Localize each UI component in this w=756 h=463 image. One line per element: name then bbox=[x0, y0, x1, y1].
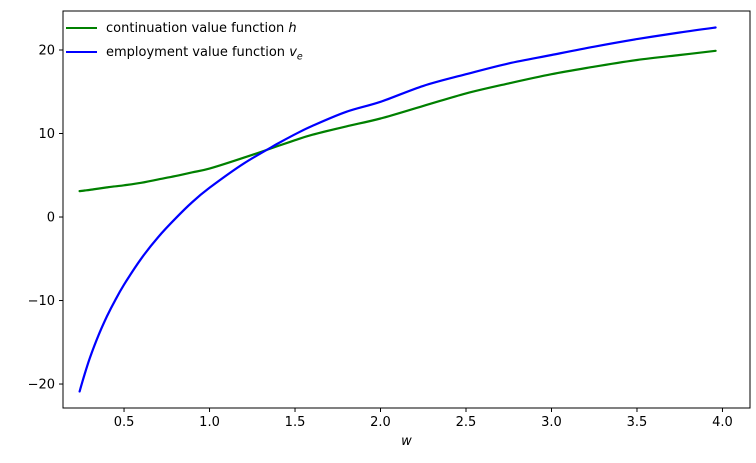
x-tick-label: 2.5 bbox=[456, 415, 477, 430]
legend-math-h: h bbox=[288, 20, 297, 36]
curve-employment-value-ve bbox=[78, 26, 717, 393]
x-tick-label: 3.5 bbox=[627, 415, 648, 430]
y-tick-label: −10 bbox=[28, 294, 55, 309]
legend-item-h: continuation value function h bbox=[66, 16, 303, 40]
x-tick-label: 1.5 bbox=[285, 415, 306, 430]
x-tick-label: 0.5 bbox=[114, 415, 135, 430]
legend-item-ve: employment value function ve bbox=[66, 40, 303, 64]
legend-text-ve: employment value function bbox=[106, 44, 290, 60]
x-tick-label: 4.0 bbox=[712, 415, 733, 430]
axes-spines bbox=[62, 10, 751, 409]
legend-math-ve-sub: e bbox=[296, 51, 303, 63]
legend-label-ve: employment value function ve bbox=[106, 44, 303, 63]
legend: continuation value function h employment… bbox=[66, 16, 303, 64]
y-tick-label: 10 bbox=[38, 127, 55, 142]
legend-math-ve: v bbox=[289, 44, 297, 60]
legend-line-sample-ve bbox=[66, 50, 97, 54]
x-tick-label: 1.0 bbox=[199, 415, 220, 430]
legend-line-sample-h bbox=[66, 26, 97, 30]
y-tick-label: 20 bbox=[38, 43, 55, 58]
legend-label-h: continuation value function h bbox=[106, 22, 297, 35]
y-tick-label: 0 bbox=[47, 211, 55, 226]
x-tick-label: 2.0 bbox=[370, 415, 391, 430]
legend-text-h: continuation value function bbox=[106, 20, 289, 36]
x-tick-label: 3.0 bbox=[541, 415, 562, 430]
y-tick-label: −20 bbox=[28, 378, 55, 393]
x-axis-label: w bbox=[401, 434, 412, 449]
curve-continuation-value-h bbox=[78, 49, 717, 193]
